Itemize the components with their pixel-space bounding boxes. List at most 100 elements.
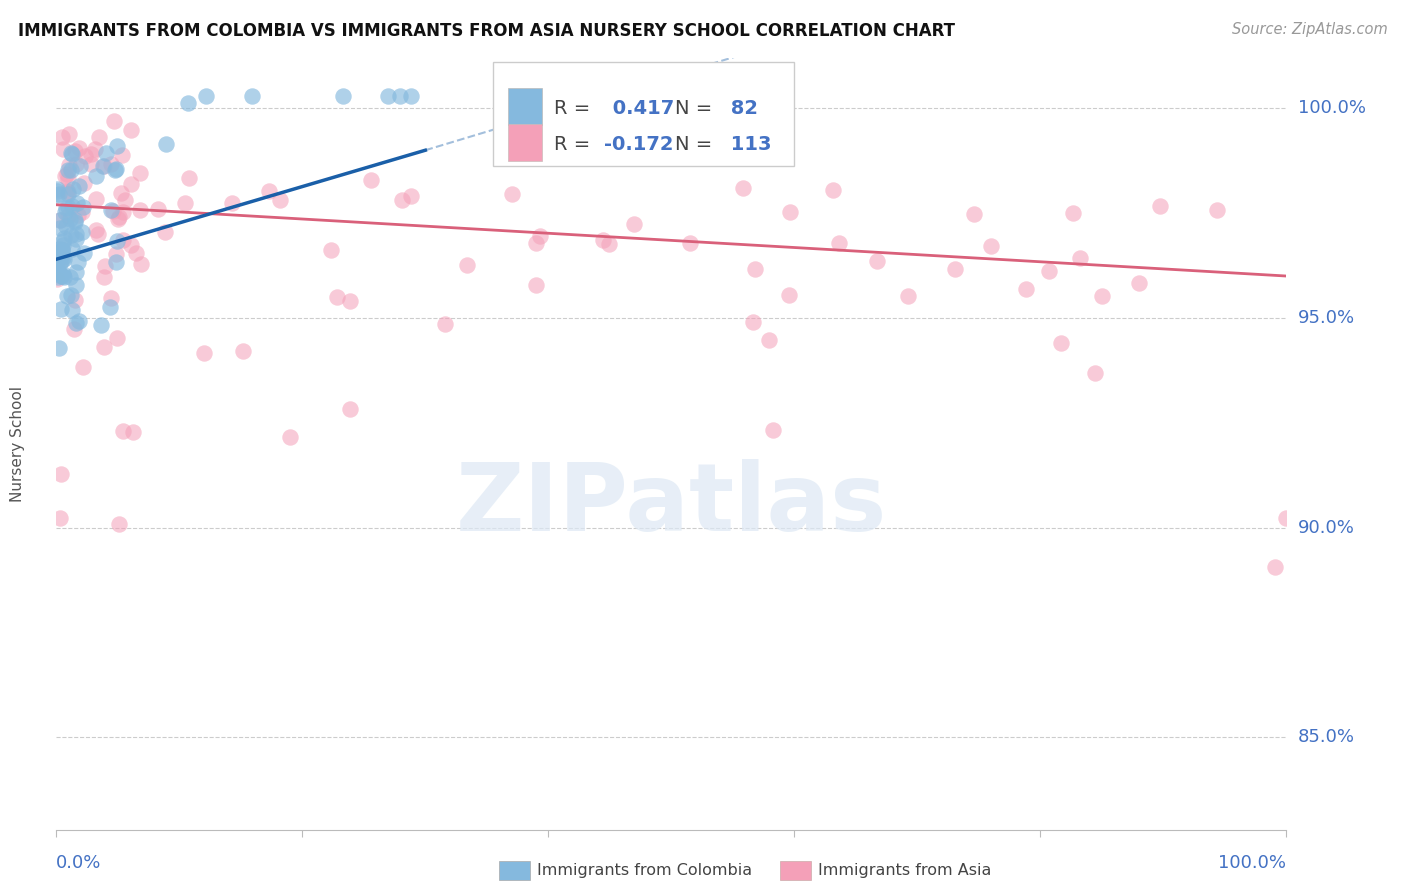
Point [98, 300, 121, 314]
Point [93, 340, 115, 354]
Point [110, 186, 132, 201]
Point [963, 206, 986, 220]
Point [623, 217, 645, 231]
Point [56, 209, 79, 223]
Point [1069, 251, 1091, 265]
Point [111, 205, 134, 219]
Text: 95.0%: 95.0% [1298, 309, 1355, 327]
Point [62, 182, 84, 196]
Text: 85.0%: 85.0% [1298, 728, 1354, 747]
Point [51, 467, 73, 482]
Text: 100.0%: 100.0% [1298, 99, 1365, 118]
Text: R =: R = [554, 135, 598, 154]
Point [73, 246, 96, 260]
Point [531, 128, 554, 143]
Point [744, 262, 766, 277]
Point [56, 187, 79, 202]
Point [100, 292, 122, 306]
Point [60, 242, 83, 256]
Point [51, 269, 73, 284]
Point [221, 196, 243, 211]
Text: Immigrants from Asia: Immigrants from Asia [818, 863, 991, 878]
Text: R =: R = [554, 99, 598, 118]
Point [52, 237, 75, 252]
Point [122, 425, 145, 439]
Point [84, 192, 107, 206]
FancyBboxPatch shape [508, 88, 543, 125]
Point [110, 148, 132, 162]
Point [128, 202, 150, 217]
Point [1015, 282, 1038, 296]
Point [49, 249, 72, 263]
Point [104, 162, 127, 177]
Point [52, 269, 75, 284]
Point [55, 202, 77, 216]
Point [257, 184, 280, 198]
Point [93, 259, 115, 273]
Point [980, 239, 1002, 253]
Point [53, 169, 76, 183]
Point [240, 88, 263, 103]
Point [56, 185, 79, 199]
Point [524, 235, 547, 250]
Point [52, 252, 75, 266]
Point [501, 187, 523, 202]
FancyBboxPatch shape [494, 62, 794, 166]
Point [65, 213, 87, 227]
Point [56, 167, 79, 181]
Point [56, 289, 79, 303]
Point [107, 210, 129, 224]
Point [943, 262, 966, 277]
Point [120, 237, 142, 252]
Point [1264, 560, 1286, 574]
Point [51, 252, 73, 267]
Point [48, 213, 70, 227]
Point [52, 231, 75, 245]
Point [100, 203, 122, 218]
Point [59, 270, 82, 285]
Point [65, 265, 87, 279]
Point [46, 253, 69, 268]
Point [232, 344, 254, 359]
Point [49, 511, 72, 525]
Point [60, 302, 83, 317]
Point [1275, 511, 1298, 525]
Point [146, 202, 169, 216]
Point [1091, 289, 1114, 303]
Point [66, 196, 89, 211]
FancyBboxPatch shape [508, 124, 543, 161]
Point [65, 278, 87, 293]
Point [52, 267, 75, 281]
Point [155, 137, 177, 152]
Point [52, 234, 75, 248]
Point [399, 88, 422, 103]
Point [59, 211, 82, 226]
Point [56, 185, 79, 199]
Point [48, 266, 70, 280]
Point [46, 182, 69, 196]
Point [101, 203, 124, 218]
Text: 113: 113 [724, 135, 772, 154]
Point [87, 227, 110, 242]
Point [174, 196, 197, 211]
Point [58, 158, 80, 172]
Point [48, 256, 70, 270]
Point [103, 114, 125, 128]
Point [112, 233, 135, 247]
Point [49, 220, 72, 235]
Text: ZIPatlas: ZIPatlas [456, 459, 887, 551]
Point [104, 161, 127, 176]
Point [58, 172, 80, 186]
Point [193, 346, 215, 360]
Point [828, 235, 851, 250]
Point [55, 219, 77, 234]
Point [67, 314, 90, 328]
Point [153, 226, 176, 240]
Point [1084, 366, 1107, 380]
Point [46, 270, 69, 285]
Point [59, 163, 82, 178]
Point [83, 142, 105, 156]
Point [67, 255, 90, 269]
Point [821, 183, 844, 197]
Point [388, 88, 411, 103]
